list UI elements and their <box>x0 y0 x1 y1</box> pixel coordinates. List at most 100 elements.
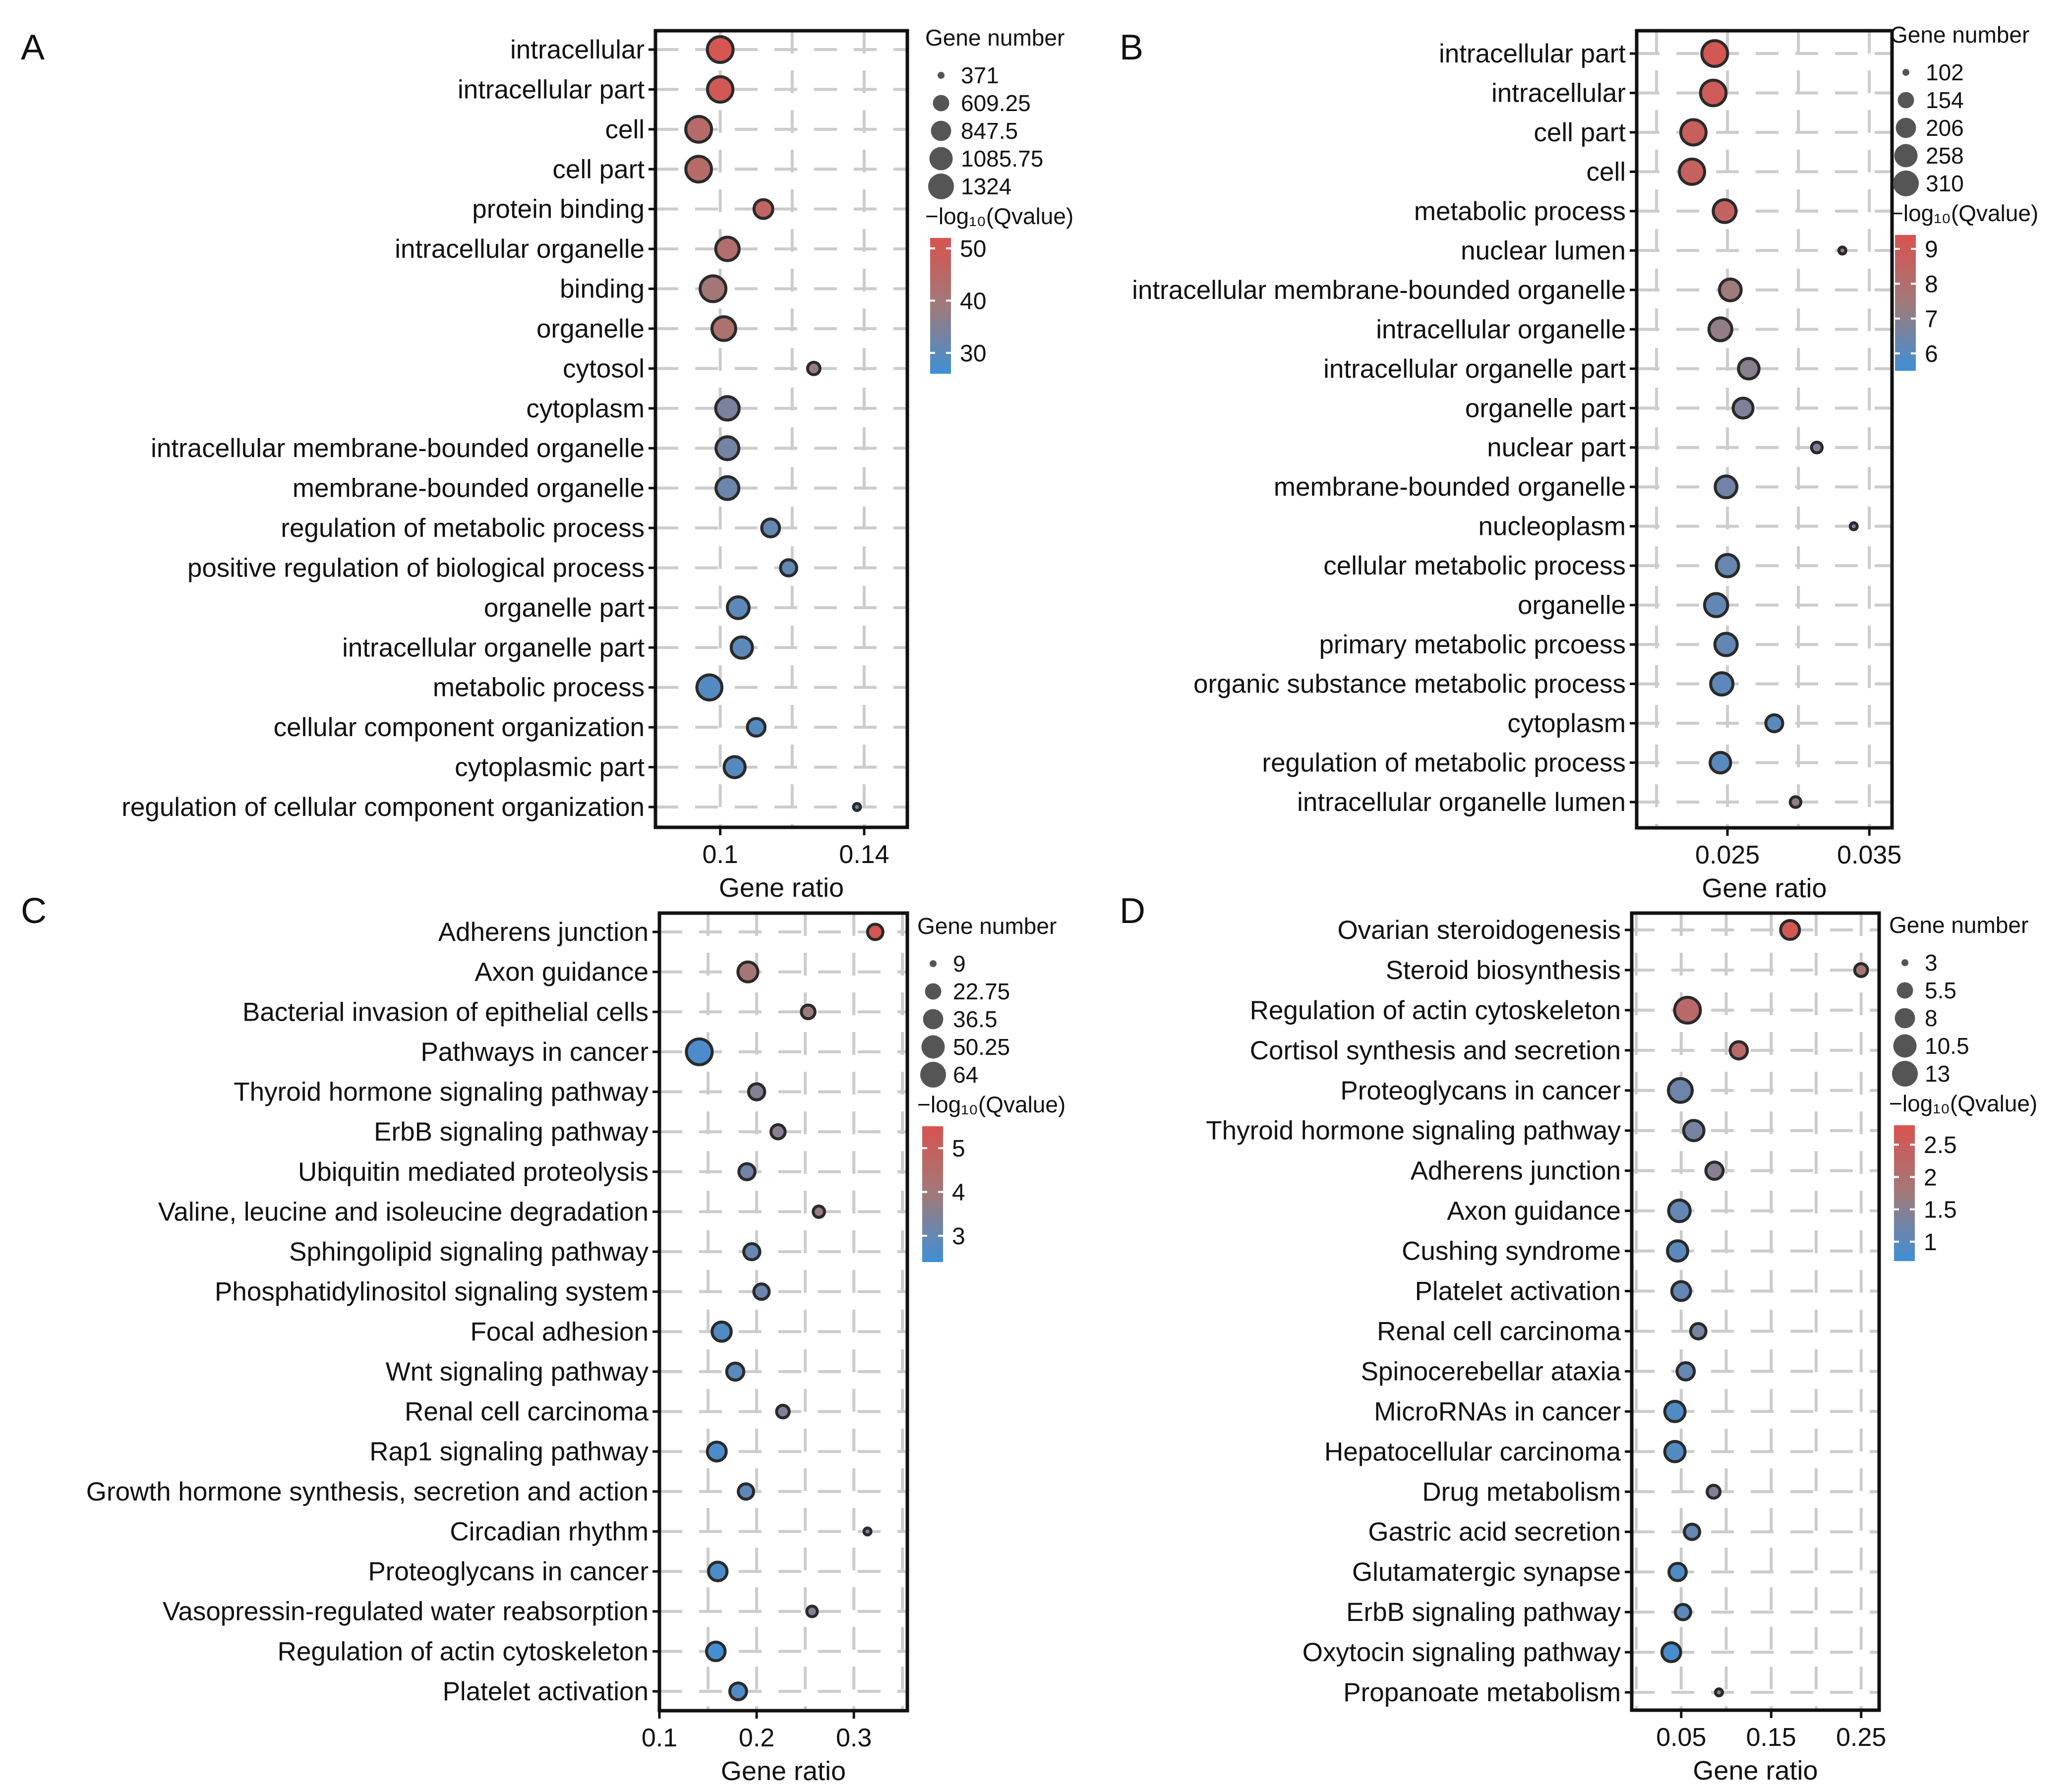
panel-label: D <box>1120 891 1145 931</box>
term-label: Valine, leucine and isoleucine degradati… <box>158 1197 649 1226</box>
data-point <box>1715 553 1740 578</box>
term-label: cytosol <box>563 354 645 383</box>
x-tick-label: 0.1 <box>702 840 738 869</box>
data-point <box>725 595 751 620</box>
x-tick-label: 0.035 <box>1837 841 1901 869</box>
term-label: Phosphatidylinositol signaling system <box>215 1277 649 1307</box>
data-point <box>752 198 774 220</box>
term-label: primary metabolic prcoess <box>1319 630 1626 659</box>
size-legend-dot <box>929 147 953 171</box>
plot-frame <box>1635 29 1894 830</box>
data-point <box>1667 1198 1692 1223</box>
term-label: Gastric acid secretion <box>1368 1517 1621 1547</box>
term-label: Proteoglycans in cancer <box>368 1557 649 1586</box>
term-label: intracellular membrane-bounded organelle <box>151 434 645 463</box>
term-label: intracellular organelle part <box>342 633 645 662</box>
term-label: Thyroid hormone signaling pathway <box>234 1078 649 1107</box>
panel-label: A <box>21 28 45 67</box>
size-legend-dot <box>920 1062 946 1088</box>
colorbar <box>922 1126 943 1262</box>
data-point <box>706 75 735 104</box>
panel-d: D Ovarian steroidogenesis Steroid biosynth… <box>1120 891 2037 1786</box>
x-tick-label: 0.25 <box>1836 1723 1886 1752</box>
term-label: cytoplasm <box>1507 709 1626 738</box>
term-label: Focal adhesion <box>471 1317 649 1346</box>
data-point <box>1666 1077 1694 1104</box>
data-point <box>1712 198 1738 224</box>
term-label: MicroRNAs in cancer <box>1374 1397 1621 1426</box>
term-label: intracellular organelle <box>1376 315 1626 344</box>
x-axis-label: Gene ratio <box>1702 873 1827 903</box>
x-tick-label: 0.1 <box>642 1724 677 1752</box>
data-point <box>706 35 735 64</box>
size-legend-dot <box>938 72 945 79</box>
size-legend-dot <box>925 983 942 1000</box>
data-point <box>714 235 741 262</box>
data-point <box>1678 157 1707 186</box>
data-point <box>1673 995 1702 1025</box>
data-point <box>705 1640 727 1663</box>
term-label: Axon guidance <box>474 958 649 987</box>
x-tick-label: 0.2 <box>739 1724 774 1752</box>
data-point <box>1731 397 1755 420</box>
size-legend-label: 8 <box>1925 1005 1938 1031</box>
data-point <box>1699 78 1728 108</box>
size-legend-label: 258 <box>1926 143 1964 169</box>
term-label: organelle part <box>484 593 645 623</box>
size-legend-dot <box>928 173 954 199</box>
data-point <box>737 1162 757 1182</box>
term-label: Oxytocin signaling pathway <box>1302 1638 1621 1667</box>
data-point <box>746 717 767 738</box>
term-label: Vasopressin-regulated water reabsorption <box>163 1597 649 1626</box>
term-label: Steroid biosynthesis <box>1386 956 1621 985</box>
term-label: cellular component organization <box>274 713 645 742</box>
term-label: Renal cell carcinoma <box>405 1397 649 1427</box>
x-axis-label: Gene ratio <box>719 873 844 903</box>
data-point <box>1706 1484 1722 1500</box>
size-legend-dot <box>1902 69 1909 76</box>
size-legend-label: 371 <box>961 62 999 88</box>
data-point <box>752 1282 771 1301</box>
color-legend-title: −log₁₀(Qvalue) <box>925 203 1073 229</box>
data-point <box>706 1441 728 1463</box>
data-point <box>1848 521 1859 531</box>
term-label: Wnt signaling pathway <box>386 1357 649 1386</box>
term-label: Bacterial invasion of epithelial cells <box>242 997 649 1027</box>
color-legend-title: −log₁₀(Qvalue) <box>917 1092 1066 1117</box>
colorbar-tick-label: 4 <box>952 1180 965 1206</box>
data-point <box>779 558 798 577</box>
data-point <box>862 1526 873 1537</box>
data-point <box>1667 1561 1688 1582</box>
size-legend-dot <box>1894 1008 1915 1029</box>
term-label: cellular metabolic process <box>1323 551 1626 580</box>
colorbar-tick-label: 7 <box>1925 306 1938 333</box>
size-legend-label: 9 <box>953 951 966 977</box>
data-point <box>1717 277 1743 302</box>
data-point <box>747 1082 767 1101</box>
term-label: Rap1 signaling pathway <box>369 1437 649 1466</box>
term-label: intracellular <box>510 35 645 64</box>
data-point <box>714 435 741 462</box>
panel-label: B <box>1120 28 1143 67</box>
size-legend-label: 102 <box>1926 59 1964 85</box>
plot-frame <box>657 911 909 1713</box>
term-label: Sphingolipid signaling pathway <box>289 1237 649 1267</box>
data-point <box>684 155 713 184</box>
colorbar-tick-label: 5 <box>952 1136 965 1162</box>
colorbar-tick-label: 8 <box>1925 271 1938 297</box>
data-point <box>742 1242 762 1262</box>
term-label: cytoplasmic part <box>455 753 645 782</box>
term-label: Propanoate metabolism <box>1343 1678 1621 1707</box>
data-point <box>710 315 737 342</box>
term-label: Regulation of actin cytoskeleton <box>278 1637 649 1666</box>
term-label: intracellular membrane-bounded organelle <box>1132 276 1626 305</box>
data-point <box>714 395 741 422</box>
colorbar-tick-label: 30 <box>960 341 986 367</box>
size-legend-label: 10.5 <box>1925 1033 1969 1059</box>
x-tick-label: 0.05 <box>1656 1723 1706 1752</box>
size-legend-label: 206 <box>1926 115 1964 141</box>
data-point <box>710 1321 733 1343</box>
colorbar-tick-label: 1.5 <box>1924 1197 1957 1223</box>
plot-frame <box>653 29 909 829</box>
